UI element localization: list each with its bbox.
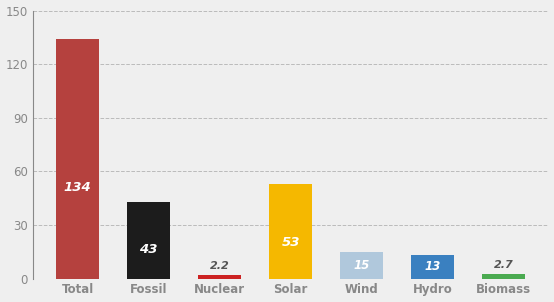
Text: 43: 43 bbox=[139, 243, 158, 256]
Bar bbox=[198, 275, 241, 278]
Text: 2.2: 2.2 bbox=[210, 261, 229, 271]
Bar bbox=[483, 274, 525, 278]
Bar bbox=[269, 184, 312, 278]
Text: 2.7: 2.7 bbox=[494, 260, 514, 270]
Text: 13: 13 bbox=[424, 260, 441, 274]
Text: 134: 134 bbox=[64, 181, 91, 194]
Bar bbox=[412, 255, 454, 278]
Text: 53: 53 bbox=[281, 236, 300, 249]
Text: 15: 15 bbox=[353, 259, 370, 272]
Bar bbox=[56, 39, 99, 278]
Bar bbox=[127, 202, 170, 278]
Bar bbox=[340, 252, 383, 278]
